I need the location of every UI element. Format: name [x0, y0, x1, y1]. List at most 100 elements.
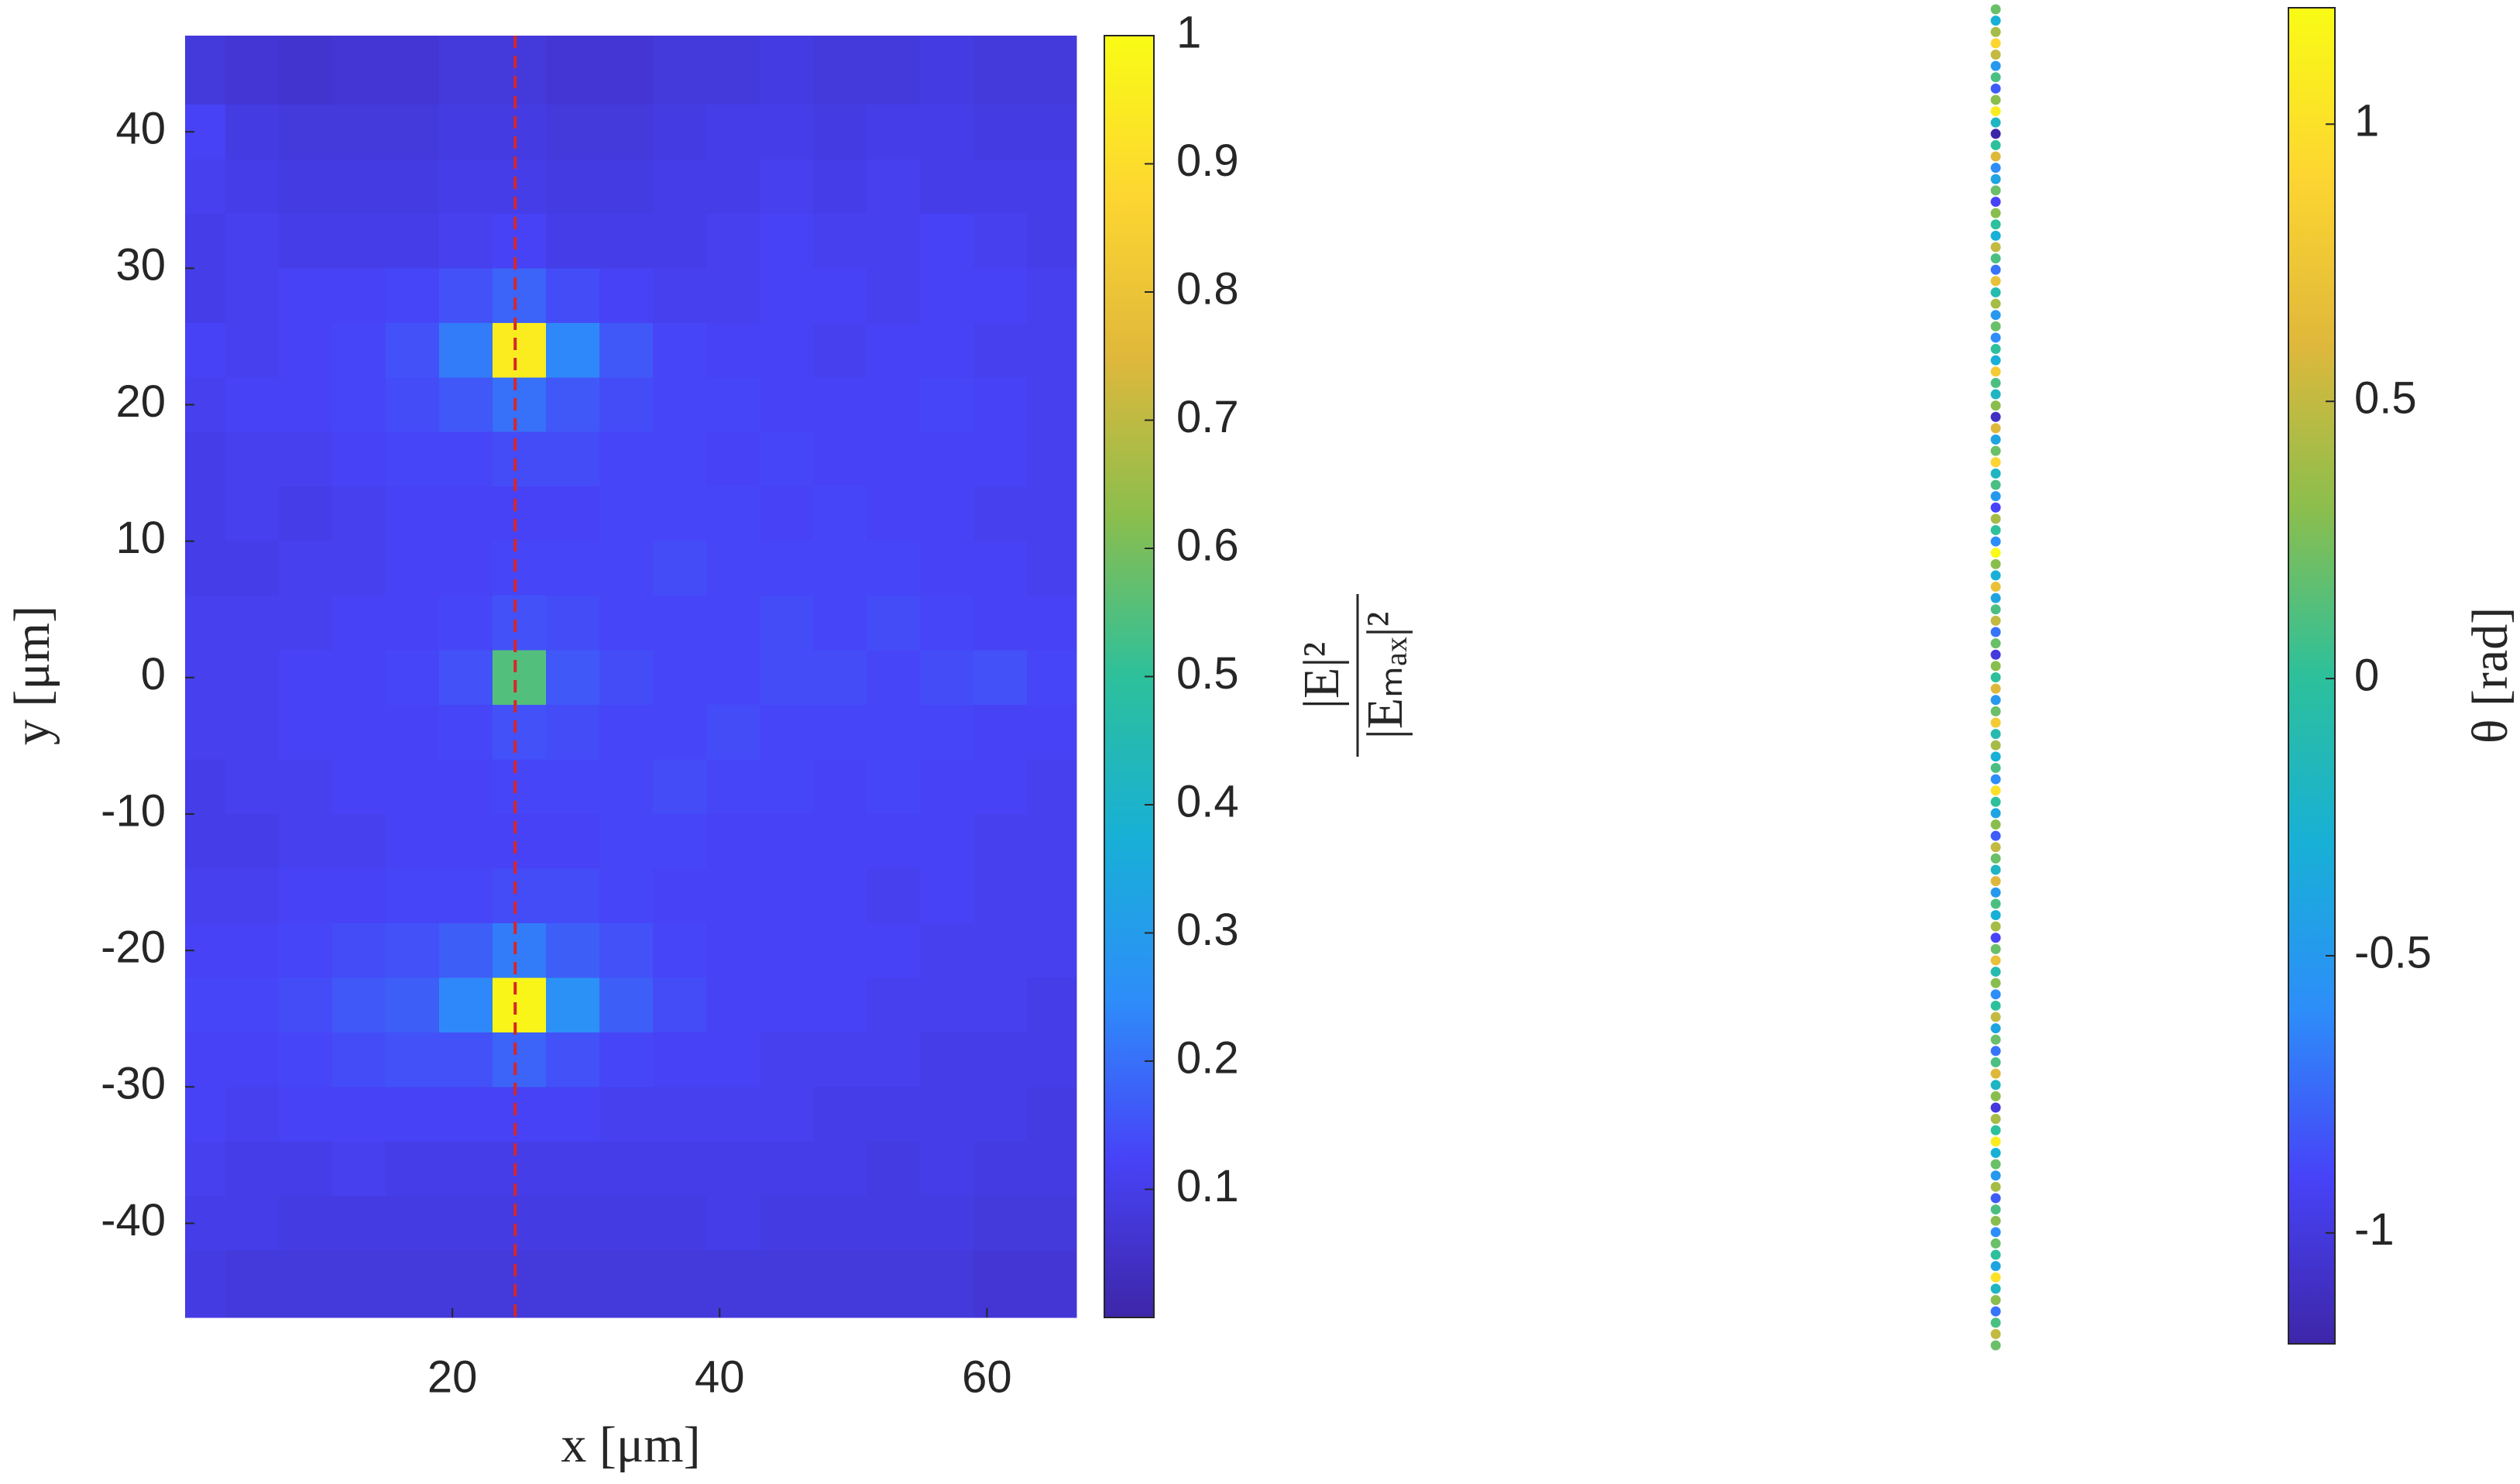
dot	[1990, 423, 2001, 434]
heatmap-cell	[1027, 268, 1077, 324]
heatmap-cell	[973, 1032, 1028, 1087]
heatmap-cell	[599, 1032, 654, 1087]
heatmap-cell	[920, 322, 974, 378]
heatmap-cell	[225, 1196, 280, 1252]
heatmap-cell	[225, 813, 280, 869]
heatmap-cell	[706, 596, 760, 651]
heatmap-cell	[760, 322, 814, 378]
heatmap-cell	[813, 104, 867, 160]
heatmap-cell	[438, 1032, 493, 1087]
heatmap-cell	[973, 541, 1028, 596]
heatmap-cell	[1027, 596, 1077, 651]
heatmap-cell	[492, 322, 547, 378]
heatmap-cell	[760, 922, 814, 978]
y-tick-label: -10	[101, 785, 166, 836]
heatmap-cell	[652, 1196, 707, 1252]
heatmap-cell	[813, 1196, 867, 1252]
colorbar-tick-label: 0.4	[1176, 776, 1239, 826]
heatmap-cell	[652, 922, 707, 978]
heatmap-cell	[652, 213, 707, 269]
heatmap-cell	[973, 36, 1028, 105]
heatmap-cell	[385, 36, 440, 105]
dot	[1990, 457, 2001, 468]
heatmap-cell	[225, 705, 280, 761]
heatmap-cell	[185, 1250, 226, 1318]
heatmap-cell	[920, 977, 974, 1033]
colorbar	[2288, 7, 2336, 1345]
heatmap-cell	[760, 159, 814, 215]
heatmap-cell	[545, 104, 600, 160]
heatmap-cell	[706, 322, 760, 378]
dot	[1990, 310, 2001, 321]
colorbar-tick-label: 0	[2354, 650, 2379, 700]
heatmap-cell	[813, 377, 867, 433]
heatmap-cell	[706, 159, 760, 215]
heatmap-cell	[920, 268, 974, 324]
heatmap-cell	[652, 104, 707, 160]
heatmap-cell	[225, 268, 280, 324]
heatmap-cell	[813, 268, 867, 324]
heatmap-cell	[652, 431, 707, 487]
colorbar-label-denominator: |Eₘₐₓ|²	[1357, 612, 1413, 740]
heatmap-cell	[867, 431, 921, 487]
heatmap-cell	[438, 868, 493, 924]
dot	[1990, 570, 2001, 581]
heatmap-cell	[599, 1196, 654, 1252]
dot	[1990, 26, 2001, 37]
dot	[1990, 729, 2001, 740]
heatmap-cell	[599, 213, 654, 269]
heatmap-cell	[920, 868, 974, 924]
dot	[1990, 435, 2001, 445]
heatmap-cell	[278, 813, 333, 869]
heatmap-cell	[545, 322, 600, 378]
colorbar-tick-label: 1	[1176, 7, 1201, 57]
heatmap-cell	[331, 486, 386, 542]
heatmap-cell	[492, 1141, 547, 1197]
heatmap-cell	[760, 705, 814, 761]
heatmap-cell	[492, 159, 547, 215]
dot	[1990, 491, 2001, 502]
colorbar-tick-label: -1	[2354, 1204, 2395, 1255]
dot	[1990, 1249, 2001, 1260]
heatmap-cell	[492, 596, 547, 651]
heatmap-cell	[760, 36, 814, 105]
heatmap-cell	[185, 813, 226, 869]
heatmap-cell	[760, 596, 814, 651]
dot	[1990, 366, 2001, 377]
heatmap-cell	[385, 922, 440, 978]
heatmap-cell	[652, 486, 707, 542]
heatmap-cell	[920, 159, 974, 215]
dot	[1990, 514, 2001, 524]
heatmap-cell	[438, 922, 493, 978]
heatmap-cell	[706, 1250, 760, 1318]
heatmap-cell	[920, 377, 974, 433]
heatmap-cell	[331, 268, 386, 324]
dot	[1990, 151, 2001, 162]
y-tick-label: 30	[115, 240, 166, 290]
dot	[1990, 943, 2001, 954]
heatmap-cell	[973, 1141, 1028, 1197]
heatmap-cell	[760, 541, 814, 596]
heatmap-cell	[331, 1032, 386, 1087]
heatmap-cell	[652, 596, 707, 651]
heatmap-cell	[706, 650, 760, 706]
y-tick-label: -20	[101, 922, 166, 972]
heatmap-cell	[545, 1141, 600, 1197]
heatmap-cell	[185, 159, 226, 215]
dot	[1990, 740, 2001, 751]
y-tick-label: 0	[141, 649, 166, 699]
heatmap-cell	[492, 1250, 547, 1318]
dot	[1990, 1204, 2001, 1215]
heatmap-cell	[438, 650, 493, 706]
heatmap-cell	[652, 1250, 707, 1318]
dot	[1990, 1147, 2001, 1158]
colorbar-tick-label: 0.9	[1176, 136, 1239, 186]
heatmap-cell	[706, 1032, 760, 1087]
heatmap-cell	[545, 596, 600, 651]
heatmap-cell	[438, 213, 493, 269]
heatmap-cell	[973, 596, 1028, 651]
heatmap-cell	[545, 268, 600, 324]
dot	[1990, 129, 2001, 139]
heatmap-cell	[438, 322, 493, 378]
heatmap-cell	[867, 104, 921, 160]
